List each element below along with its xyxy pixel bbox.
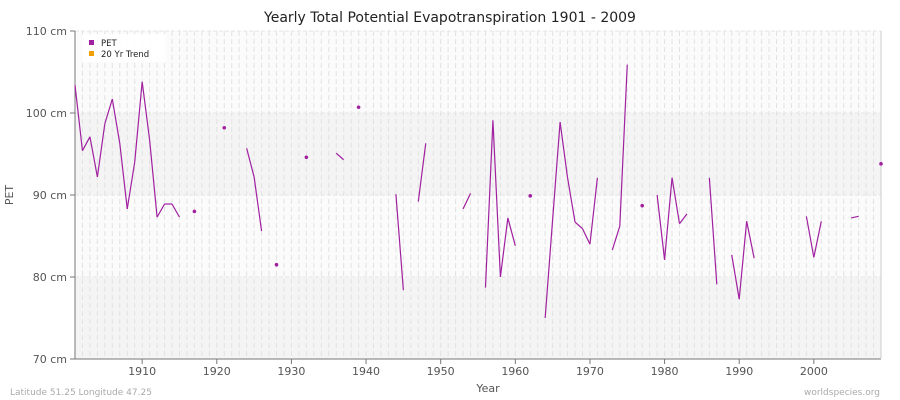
pet-line-segment: [611, 225, 621, 251]
y-axis-label: PET: [3, 185, 16, 206]
pet-line-segment: [484, 120, 494, 288]
pet-line-segment: [141, 81, 151, 141]
pet-line-segment: [89, 136, 98, 178]
y-tick-label: 70 cm: [33, 353, 67, 366]
pet-line-segment: [663, 177, 673, 260]
pet-line-segment: [589, 177, 599, 245]
pet-data-point: [356, 105, 361, 110]
pet-line-segment: [74, 85, 84, 151]
pet-line-segment: [619, 64, 628, 227]
pet-line-segment: [559, 121, 569, 178]
pet-line-segment: [731, 254, 740, 300]
pet-line-segment: [499, 217, 509, 278]
pet-line-segment: [246, 148, 255, 178]
pet-line-segment: [656, 194, 666, 260]
pet-data-point: [274, 262, 279, 267]
pet-data-point: [304, 155, 309, 160]
pet-line-segment: [462, 193, 472, 210]
y-tick-label: 100 cm: [26, 107, 67, 120]
pet-line-segment: [581, 228, 591, 245]
legend-label-trend: 20 Yr Trend: [101, 50, 149, 60]
pet-line-segment: [805, 216, 815, 258]
pet-data-point: [528, 194, 533, 198]
pet-line-segment: [134, 81, 143, 163]
pet-line-segment: [679, 213, 688, 225]
legend: PET 20 Yr Trend: [82, 34, 166, 62]
pet-line-segment: [253, 176, 263, 232]
pet-line-segment: [119, 143, 128, 210]
pet-line-segment: [81, 136, 91, 152]
y-tick-label: 110 cm: [26, 25, 67, 38]
pet-line-segment: [552, 121, 561, 220]
pet-line-segment: [395, 194, 404, 291]
x-tick-label: 1940: [352, 365, 380, 378]
pet-line-segment: [104, 98, 113, 124]
x-tick-label: 1990: [725, 365, 753, 378]
x-tick-label: 1930: [277, 365, 305, 378]
x-axis-label: Year: [475, 382, 500, 395]
chart-title: Yearly Total Potential Evapotranspiratio…: [263, 10, 636, 26]
legend-swatch-pet: [89, 40, 94, 45]
pet-line-segment: [492, 120, 501, 278]
pet-line-segment: [149, 140, 158, 218]
pet-line-segment: [544, 219, 554, 319]
pet-line-segment: [111, 98, 121, 144]
pet-line-segment: [671, 177, 681, 224]
x-tick-label: 1980: [651, 365, 679, 378]
pet-line-segment: [574, 221, 583, 230]
pet-data-point: [879, 162, 883, 166]
pet-line-segment: [738, 221, 748, 300]
pet-line-segment: [566, 177, 576, 223]
footer-source: worldspecies.org: [804, 388, 880, 398]
pet-data-point: [192, 209, 197, 214]
pet-data-point: [640, 203, 644, 208]
footer-location: Latitude 51.25 Longitude 47.25: [10, 388, 152, 398]
pet-line-segment: [335, 152, 345, 161]
x-tick-label: 1960: [501, 365, 529, 378]
x-tick-label: 1950: [427, 365, 455, 378]
x-tick-label: 1970: [576, 365, 604, 378]
pet-line-segment: [96, 123, 106, 178]
pet-line-segment: [813, 221, 822, 258]
pet-data-point: [222, 125, 227, 130]
pet-line-segment: [171, 203, 181, 218]
y-tick-label: 90 cm: [33, 189, 67, 202]
pet-line-segment: [156, 203, 166, 218]
pet-line-segment: [708, 177, 718, 285]
legend-label-pet: PET: [101, 39, 117, 49]
x-tick-label: 1920: [203, 365, 231, 378]
pet-line-segment: [851, 215, 859, 219]
pet-line-segment: [746, 221, 755, 259]
legend-swatch-trend: [89, 51, 94, 56]
y-tick-label: 80 cm: [33, 271, 67, 284]
pet-line-segment: [507, 217, 516, 246]
pet-line-segment: [126, 162, 136, 210]
x-tick-label: 1910: [128, 365, 156, 378]
pet-line-segment: [417, 143, 427, 202]
x-tick-label: 2000: [800, 365, 828, 378]
